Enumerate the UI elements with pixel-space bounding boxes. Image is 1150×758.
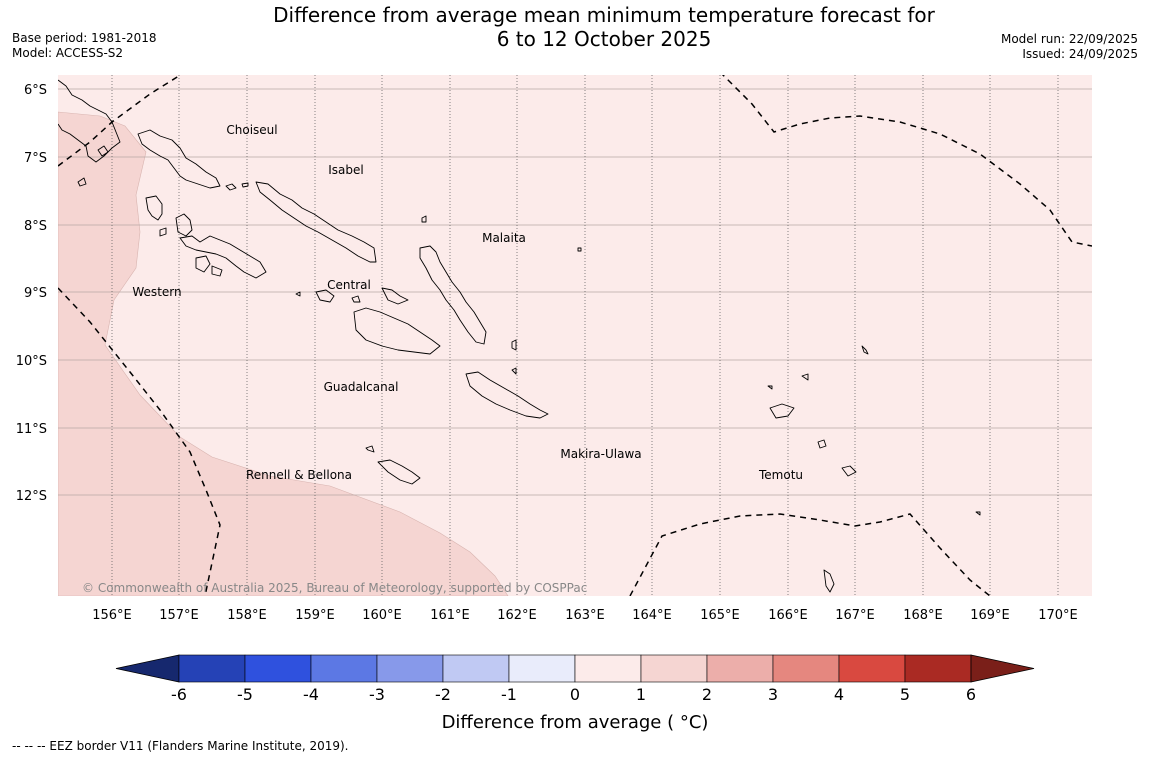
eez-borders (58, 75, 1092, 596)
lon-label: 160°E (362, 608, 402, 623)
model-run-date: Model run: 22/09/2025 (1000, 32, 1138, 46)
lon-label: 156°E (92, 608, 132, 623)
issued-date: Issued: 24/09/2025 (1022, 47, 1138, 61)
coastlines (58, 79, 981, 593)
province-label-malaita: Malaita (482, 231, 526, 245)
colorbar-swatch (772, 654, 840, 683)
colorbar-swatch (442, 654, 510, 683)
colorbar-swatch (508, 654, 576, 683)
colorbar-tick-label: -6 (171, 685, 187, 704)
province-label-choiseul: Choiseul (226, 123, 277, 137)
colorbar-tick-label: 6 (966, 685, 976, 704)
lat-label: 6°S (24, 83, 47, 98)
colorbar-arrow-low (115, 654, 180, 683)
colorbar-tick-label: 1 (636, 685, 646, 704)
lat-label: 7°S (24, 151, 47, 166)
colorbar-tick-label: 5 (900, 685, 910, 704)
model-name: Model: ACCESS-S2 (12, 46, 124, 60)
longitude-labels: 156°E 157°E 158°E 159°E 160°E 161°E 162°… (92, 608, 1078, 623)
title-line-1: Difference from average mean minimum tem… (273, 3, 935, 27)
title-line-2: 6 to 12 October 2025 (496, 27, 712, 51)
lon-label: 167°E (835, 608, 875, 623)
province-label-temotu: Temotu (758, 468, 803, 482)
lat-label: 9°S (24, 286, 47, 301)
colorbar-swatch (376, 654, 444, 683)
eez-footnote: -- -- -- EEZ border V11 (Flanders Marine… (12, 739, 349, 753)
colorbar-swatch (706, 654, 774, 683)
colorbar-tick-label: -4 (303, 685, 319, 704)
colorbar: -6 -5 -4 -3 -2 -1 0 1 2 3 4 5 6 (115, 654, 1035, 704)
colorbar-swatch (904, 654, 972, 683)
colorbar-swatch (838, 654, 906, 683)
colorbar-tick-label: 4 (834, 685, 844, 704)
colorbar-swatch (244, 654, 312, 683)
province-label-guadalcanal: Guadalcanal (324, 380, 399, 394)
province-label-central: Central (327, 278, 371, 292)
lat-label: 12°S (16, 489, 47, 504)
province-labels: Choiseul Isabel Malaita Western Central … (132, 123, 803, 482)
lon-label: 165°E (700, 608, 740, 623)
province-label-rennell-bellona: Rennell & Bellona (246, 468, 352, 482)
colorbar-tick-label: -2 (435, 685, 451, 704)
copyright-notice: © Commonwealth of Australia 2025, Bureau… (82, 581, 587, 595)
map-title: Difference from average mean minimum tem… (0, 3, 1150, 51)
colorbar-title: Difference from average ( °C) (442, 712, 709, 733)
lon-label: 159°E (295, 608, 335, 623)
colorbar-tick-label: -1 (501, 685, 517, 704)
colorbar-tick-label: 3 (768, 685, 778, 704)
colorbar-swatch (640, 654, 708, 683)
lon-label: 164°E (632, 608, 672, 623)
latitude-labels: 6°S 7°S 8°S 9°S 10°S 11°S 12°S (16, 83, 47, 504)
colorbar-tick-label: 2 (702, 685, 712, 704)
run-info-left: Base period: 1981-2018 Model: ACCESS-S2 (12, 31, 157, 61)
province-label-isabel: Isabel (328, 163, 363, 177)
province-label-western: Western (132, 285, 181, 299)
lon-label: 162°E (497, 608, 537, 623)
colorbar-swatch (574, 654, 642, 683)
colorbar-tick-label: 0 (570, 685, 580, 704)
base-period: Base period: 1981-2018 (12, 31, 157, 45)
lon-label: 169°E (970, 608, 1010, 623)
colorbar-tick-label: -5 (237, 685, 253, 704)
lon-label: 161°E (430, 608, 470, 623)
colorbar-swatch (178, 654, 246, 683)
lon-label: 163°E (565, 608, 605, 623)
lon-label: 157°E (159, 608, 199, 623)
run-info-right: Model run: 22/09/2025 Issued: 24/09/2025 (1001, 32, 1138, 62)
lon-label: 158°E (227, 608, 267, 623)
colorbar-tick-label: -3 (369, 685, 385, 704)
lon-label: 170°E (1038, 608, 1078, 623)
lon-label: 166°E (768, 608, 808, 623)
province-label-makira-ulawa: Makira-Ulawa (560, 447, 641, 461)
colorbar-arrow-high (970, 654, 1035, 683)
lon-label: 168°E (903, 608, 943, 623)
lat-label: 10°S (16, 354, 47, 369)
lat-label: 11°S (16, 422, 47, 437)
colorbar-swatch (310, 654, 378, 683)
graticule (58, 88, 1092, 496)
lat-label: 8°S (24, 219, 47, 234)
